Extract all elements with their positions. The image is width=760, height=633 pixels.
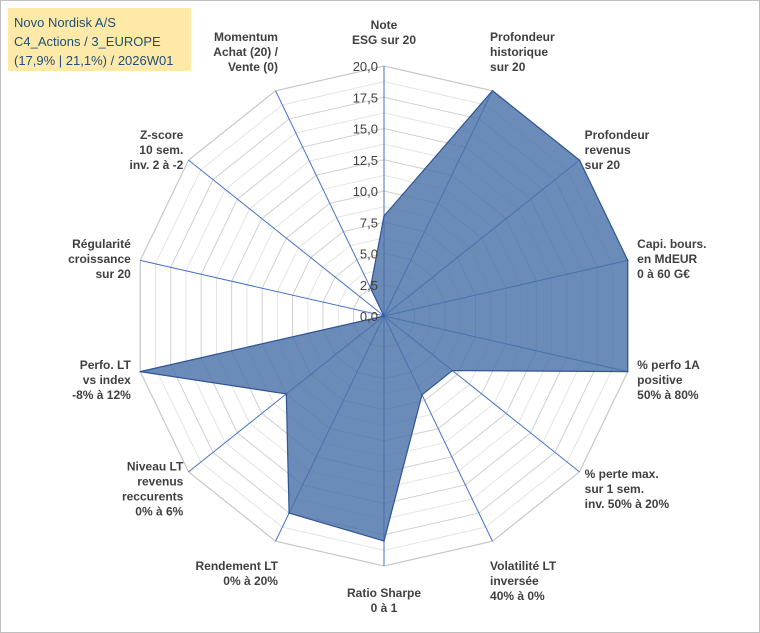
axis-label-line: Perfo. LT	[80, 358, 132, 372]
axis-label-line: 0% à 6%	[135, 505, 183, 519]
axis-label-line: Profondeur	[490, 30, 555, 44]
axis-label: Profondeur revenus sur 20	[585, 128, 650, 172]
axis-label: Rendement LT 0% à 20%	[196, 559, 279, 588]
axis-label-line: sur 20	[490, 60, 526, 74]
axis-label-line: Capi. bours.	[637, 237, 706, 251]
series-point	[578, 159, 581, 161]
axis-label: % perfo 1A positive 50% à 80%	[637, 358, 700, 402]
series-point	[369, 287, 372, 289]
axis-label-line: reccurents	[122, 490, 184, 504]
radar-spoke	[188, 159, 385, 317]
axis-labels: Note ESG sur 20 Profondeur historique sur 20…	[68, 18, 706, 615]
axis-label-line: positive	[637, 373, 683, 387]
axis-label-line: % perte max.	[585, 467, 659, 481]
axis-label-line: 40% à 0%	[490, 589, 545, 603]
axis-label: Z-score 10 sem. inv. 2 à -2	[130, 128, 184, 172]
axis-label: Perfo. LT vs index -8% à 12%	[72, 358, 131, 402]
series-point	[383, 315, 385, 317]
axis-label: Profondeur historique sur 20	[490, 30, 555, 74]
tick-label: 2,5	[360, 278, 378, 293]
title-box: Novo Nordisk A/S C4_Actions / 3_EUROPE (…	[8, 8, 191, 71]
axis-label-line: en MdEUR	[637, 252, 697, 266]
tick-label: 10,0	[353, 184, 378, 199]
series-point	[139, 370, 142, 373]
series-point	[383, 215, 385, 217]
tick-label: 12,5	[353, 153, 378, 168]
axis-label: % perte max. sur 1 sem. inv. 50% à 20%	[585, 467, 670, 511]
axis-label: Régularité croissance sur 20	[68, 237, 131, 281]
axis-label-line: Régularité	[72, 237, 131, 251]
tick-label: 7,5	[360, 215, 378, 230]
radar-spoke	[140, 259, 385, 317]
axis-label-line: Note	[371, 18, 398, 32]
axis-label-line: inv. 50% à 20%	[585, 497, 670, 511]
tick-label: 5,0	[360, 247, 378, 262]
axis-label-line: Z-score	[140, 128, 184, 142]
tick-label: 0,0	[360, 309, 378, 324]
axis-label-line: historique	[490, 45, 548, 59]
radar-series	[139, 89, 629, 542]
axis-label-line: Momentum	[214, 30, 278, 44]
tick-label: 15,0	[353, 122, 378, 137]
axis-label-line: inv. 2 à -2	[130, 158, 184, 172]
series-point	[421, 394, 423, 396]
axis-label-line: croissance	[68, 252, 131, 266]
series-point	[626, 370, 629, 373]
tick-label: 17,5	[353, 90, 378, 105]
series-point	[285, 393, 288, 395]
axis-label-line: 0% à 20%	[223, 574, 278, 588]
axis-label-line: vs index	[83, 373, 131, 387]
radial-tick-labels: 0,0 2,5 5,0 7,5 10,0 12,5 15,0 17,5 20,0	[353, 59, 378, 324]
axis-label-line: Niveau LT	[127, 460, 184, 474]
axis-label-line: 10 sem.	[139, 143, 183, 157]
series-point	[288, 512, 290, 514]
axis-label-line: revenus	[137, 475, 183, 489]
axis-label-line: Achat (20) /	[213, 45, 278, 59]
axis-label-line: Rendement LT	[196, 559, 279, 573]
axis-label-line: Profondeur	[585, 128, 650, 142]
axis-label-line: Volatilité LT	[490, 559, 557, 573]
series-point	[491, 89, 494, 92]
axis-label-line: sur 20	[585, 158, 621, 172]
axis-label: Momentum Achat (20) / Vente (0)	[213, 30, 278, 74]
axis-label: Volatilité LT inversée 40% à 0%	[490, 559, 557, 603]
axis-label-line: revenus	[585, 143, 631, 157]
axis-label-line: 0 à 60 G€	[637, 267, 690, 281]
title-stats: (17,9% | 21,1%) / 2026W01	[14, 53, 174, 68]
title-company: Novo Nordisk A/S	[14, 15, 116, 30]
axis-label: Capi. bours. en MdEUR 0 à 60 G€	[637, 237, 706, 281]
tick-label: 20,0	[353, 59, 378, 74]
axis-label-line: Vente (0)	[228, 60, 278, 74]
axis-label-line: 50% à 80%	[637, 388, 699, 402]
series-point	[383, 540, 385, 542]
series-point	[626, 259, 629, 262]
axis-label-line: ESG sur 20	[352, 33, 416, 47]
axis-label-line: sur 1 sem.	[585, 482, 644, 496]
axis-label: Niveau LT revenus reccurents 0% à 6%	[122, 460, 184, 519]
axis-label-line: sur 20	[95, 267, 131, 281]
radar-spoke	[275, 90, 385, 317]
axis-label-line: 0 à 1	[371, 601, 398, 615]
axis-label-line: -8% à 12%	[72, 388, 131, 402]
title-category: C4_Actions / 3_EUROPE	[14, 34, 161, 49]
series-point	[451, 369, 454, 372]
axis-label-line: % perfo 1A	[637, 358, 700, 372]
axis-label-line: Ratio Sharpe	[347, 586, 421, 600]
axis-label-line: inversée	[490, 574, 539, 588]
axis-label: Ratio Sharpe 0 à 1	[347, 586, 421, 615]
axis-label: Note ESG sur 20	[352, 18, 416, 47]
